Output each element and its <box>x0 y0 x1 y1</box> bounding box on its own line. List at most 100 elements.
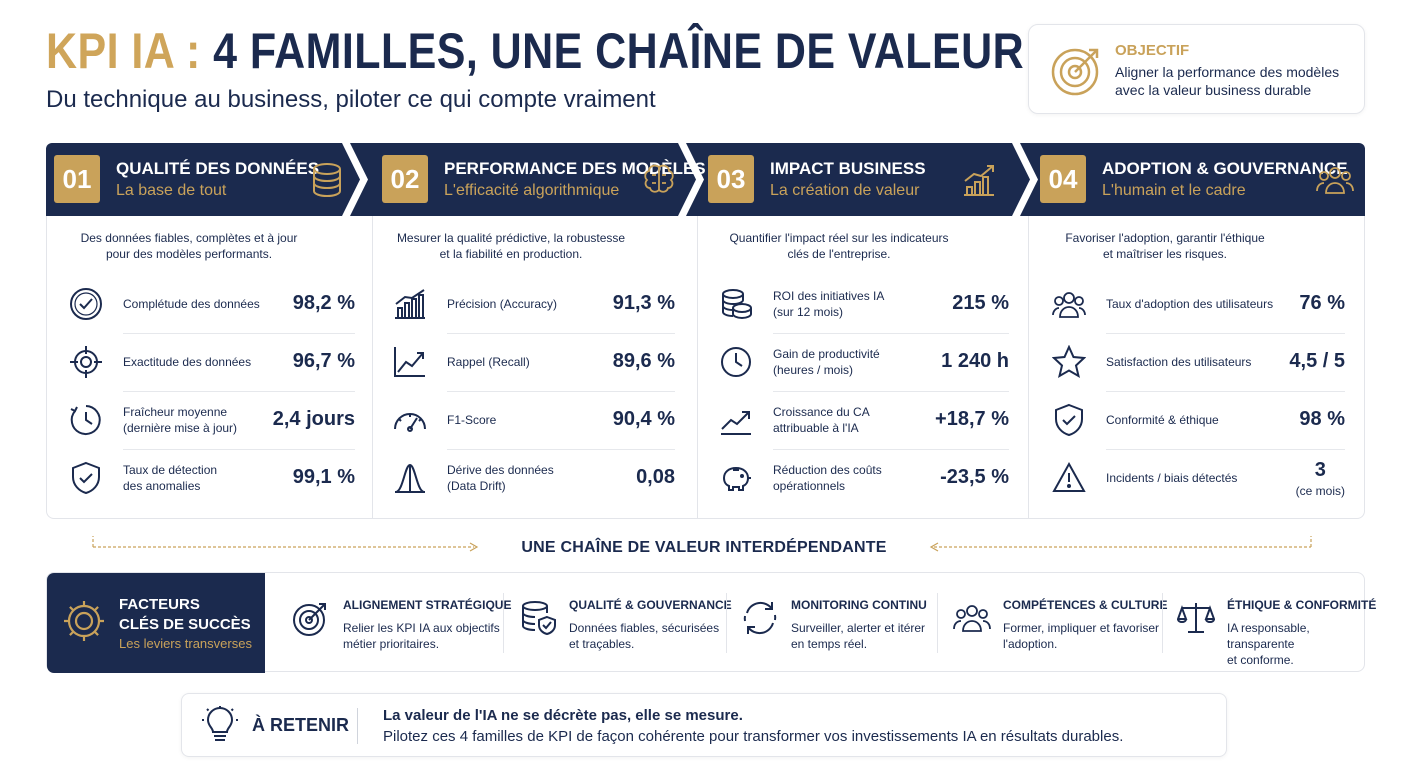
kpi-row: Précision (Accuracy) 91,3 % <box>393 275 675 333</box>
column-intro-line: et maîtriser les risques. <box>1102 247 1228 261</box>
database-shield-icon <box>520 599 558 637</box>
factor-desc: Données fiables, sécurisées et traçables… <box>569 620 719 652</box>
shield-check-icon <box>1052 403 1086 437</box>
factor-desc-line: l'adoption. <box>1003 637 1058 651</box>
kpi-row: Incidents / biais détectés 3 (ce mois) <box>1052 449 1345 507</box>
factors-header: FACTEURS CLÉS DE SUCCÈS Les leviers tran… <box>47 573 265 673</box>
kpi-label: Satisfaction des utilisateurs <box>1106 333 1251 391</box>
kpi-label-line: (heures / mois) <box>773 363 854 377</box>
kpi-row: Gain de productivité (heures / mois) 1 2… <box>719 333 1009 391</box>
row-divider <box>773 333 1009 334</box>
kpi-label-line: Fraîcheur moyenne <box>123 405 228 419</box>
factor-desc-line: et traçables. <box>569 637 635 651</box>
clock-icon <box>719 345 753 379</box>
family-subtitle: La base de tout <box>116 182 227 199</box>
kpi-row: Satisfaction des utilisateurs 4,5 / 5 <box>1052 333 1345 391</box>
factor-desc-line: Surveiller, alerter et itérer <box>791 621 926 635</box>
factor-desc: IA responsable, transparente et conforme… <box>1227 620 1363 668</box>
column-intro: Favoriser l'adoption, garantir l'éthique… <box>1052 230 1278 262</box>
kpi-value: 4,5 / 5 <box>1289 333 1345 391</box>
factor-desc: Surveiller, alerter et itérer en temps r… <box>791 620 925 652</box>
database-icon <box>308 161 346 199</box>
kpi-value-text: 96,7 % <box>292 349 355 372</box>
kpi-label: F1-Score <box>447 391 496 449</box>
kpi-label: Réduction des coûts opérationnels <box>773 449 882 507</box>
kpi-label-line: Complétude des données <box>123 297 260 311</box>
kpi-row: Complétude des données 98,2 % <box>69 275 355 333</box>
kpi-row: Dérive des données (Data Drift) 0,08 <box>393 449 675 507</box>
takeaway-divider <box>357 708 358 744</box>
kpi-label-line: Précision (Accuracy) <box>447 297 558 311</box>
value-chain: UNE CHAÎNE DE VALEUR INTERDÉPENDANTE <box>0 536 1408 560</box>
kpi-label-line: attribuable à l'IA <box>773 421 859 435</box>
kpi-value-text: +18,7 % <box>935 407 1009 430</box>
lightbulb-icon <box>202 706 238 746</box>
kpi-label: Précision (Accuracy) <box>447 275 557 333</box>
factor-item: QUALITÉ & GOUVERNANCE Données fiables, s… <box>520 573 732 673</box>
kpi-value-text: 3 <box>1314 458 1326 481</box>
page-subtitle: Du technique au business, piloter ce qui… <box>46 86 656 113</box>
factor-divider <box>1162 593 1163 653</box>
column-divider <box>372 216 373 519</box>
kpi-label-line: des anomalies <box>123 479 201 493</box>
factors-title: FACTEURS CLÉS DE SUCCÈS <box>119 595 259 635</box>
factors-title-line: CLÉS DE SUCCÈS <box>119 616 251 633</box>
column-intro-line: Quantifier l'impact réel sur les indicat… <box>729 231 949 245</box>
kpi-label-line: Taux d'adoption des utilisateurs <box>1106 297 1274 311</box>
takeaway-label: À RETENIR <box>252 715 350 735</box>
kpi-row: F1-Score 90,4 % <box>393 391 675 449</box>
column-divider <box>1028 216 1029 519</box>
kpi-row: Réduction des coûts opérationnels -23,5 … <box>719 449 1009 507</box>
family-subtitle: La création de valeur <box>770 182 920 199</box>
kpi-value: 2,4 jours <box>273 391 355 449</box>
kpi-label-line: (sur 12 mois) <box>773 305 844 319</box>
row-divider <box>123 449 355 450</box>
kpi-value: 76 % <box>1299 275 1345 333</box>
piggy-bank-icon <box>719 461 753 495</box>
family-header-01: 01 QUALITÉ DES DONNÉES La base de tout <box>46 143 346 216</box>
users-icon <box>1316 161 1354 199</box>
family-header-03: 03 IMPACT BUSINESS La création de valeur <box>700 143 1020 216</box>
kpi-value-text: 89,6 % <box>612 349 675 372</box>
kpi-label-line: Réduction des coûts <box>773 463 882 477</box>
kpi-value: 91,3 % <box>613 275 675 333</box>
family-column-04: Favoriser l'adoption, garantir l'éthique… <box>1052 216 1345 519</box>
kpi-value-text: 90,4 % <box>612 407 675 430</box>
gauge-icon <box>393 403 427 437</box>
kpi-label-line: F1-Score <box>447 413 497 427</box>
family-number: 02 <box>382 155 428 203</box>
factor-item: ÉTHIQUE & CONFORMITÉ IA responsable, tra… <box>1177 573 1376 673</box>
kpi-value: 96,7 % <box>293 333 355 391</box>
factor-divider <box>726 593 727 653</box>
kpi-label-line: opérationnels <box>773 479 846 493</box>
kpi-value-text: 0,08 <box>636 465 675 488</box>
kpi-value: 98 % <box>1299 391 1345 449</box>
factor-item: MONITORING CONTINU Surveiller, alerter e… <box>741 573 937 673</box>
family-header-04: 04 ADOPTION & GOUVERNANCE L'humain et le… <box>1034 143 1365 216</box>
trend-up-icon <box>719 403 753 437</box>
factor-divider <box>503 593 504 653</box>
objective-text: Aligner la performance des modèles avec … <box>1115 64 1340 98</box>
family-title: ADOPTION & GOUVERNANCE <box>1102 159 1348 178</box>
kpi-row: Conformité & éthique 98 % <box>1052 391 1345 449</box>
chevron-separator <box>678 143 704 216</box>
shield-check-icon <box>69 461 103 495</box>
bell-curve-icon <box>393 461 427 495</box>
kpi-label: Dérive des données (Data Drift) <box>447 449 554 507</box>
factor-desc-line: en temps réel. <box>791 637 868 651</box>
kpi-label: Exactitude des données <box>123 333 251 391</box>
column-intro-line: pour des modèles performants. <box>105 247 273 261</box>
page-title: KPI IA : 4 FAMILLES, UNE CHAÎNE DE VALEU… <box>46 22 1024 80</box>
chain-title: UNE CHAÎNE DE VALEUR INTERDÉPENDANTE <box>521 539 887 556</box>
family-subtitle: L'efficacité algorithmique <box>444 182 620 199</box>
kpi-label-line: Exactitude des données <box>123 355 252 369</box>
kpi-label: ROI des initiatives IA (sur 12 mois) <box>773 275 884 333</box>
kpi-label: Complétude des données <box>123 275 260 333</box>
factor-desc-line: et conforme. <box>1227 653 1294 667</box>
users-icon <box>1052 287 1086 321</box>
warning-icon <box>1052 461 1086 495</box>
kpi-value-text: 2,4 jours <box>272 407 355 430</box>
column-intro: Des données fiables, complètes et à jour… <box>69 230 309 262</box>
kpi-label-line: Gain de productivité <box>773 347 880 361</box>
family-column-03: Quantifier l'impact réel sur les indicat… <box>719 216 1009 519</box>
